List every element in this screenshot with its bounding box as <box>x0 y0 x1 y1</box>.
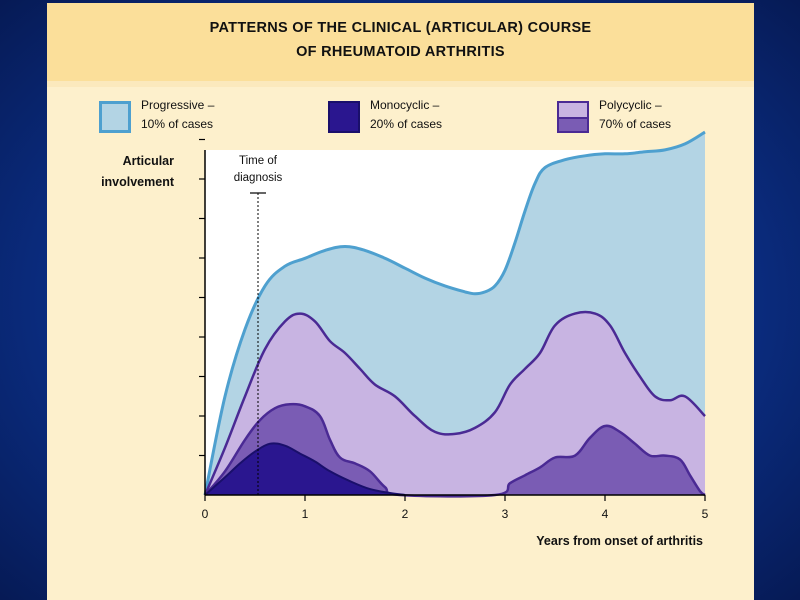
diagnosis-annotation-line2: diagnosis <box>234 172 283 184</box>
diagnosis-annotation-line1: Time of <box>239 155 278 167</box>
title-divider <box>47 81 754 87</box>
legend-polycyclic-percent: 70% of cases <box>599 117 672 131</box>
legend-monocyclic-percent: 20% of cases <box>370 117 443 131</box>
monocyclic-area-outline <box>204 442 406 496</box>
legend-progressive-percent: 10% of cases <box>141 117 214 131</box>
legend-polycyclic-label: Polycyclic – <box>599 98 662 112</box>
x-tick-label: 3 <box>502 507 509 521</box>
progressive-area-outline <box>203 130 706 496</box>
polycyclic-dark-area-outline <box>204 402 706 498</box>
x-tick-label: 1 <box>302 507 309 521</box>
x-axis-label: Years from onset of arthritis <box>536 534 703 548</box>
y-axis-label: Articular involvement <box>101 151 174 193</box>
polycyclic-light-area-outline <box>203 310 706 496</box>
chart-title-line1: PATTERNS OF THE CLINICAL (ARTICULAR) COU… <box>209 20 592 36</box>
title-banner: PATTERNS OF THE CLINICAL (ARTICULAR) COU… <box>47 3 754 81</box>
monocyclic-area <box>205 443 405 495</box>
legend-swatch-monocyclic <box>328 101 360 133</box>
chart-title-line2: OF RHEUMATOID ARTHRITIS <box>296 44 505 60</box>
x-tick-label: 5 <box>702 507 709 521</box>
legend-swatch-progressive <box>99 101 131 133</box>
legend-swatch-polycyclic <box>557 101 589 133</box>
y-axis-label-line1: Articular <box>122 154 174 168</box>
legend-progressive-label: Progressive – <box>141 98 215 112</box>
x-tick-label: 2 <box>402 507 409 521</box>
x-tick-label: 0 <box>202 507 209 521</box>
y-axis-label-line2: involvement <box>101 175 174 189</box>
x-tick-label: 4 <box>602 507 609 521</box>
legend-monocyclic-label: Monocyclic – <box>370 98 440 112</box>
